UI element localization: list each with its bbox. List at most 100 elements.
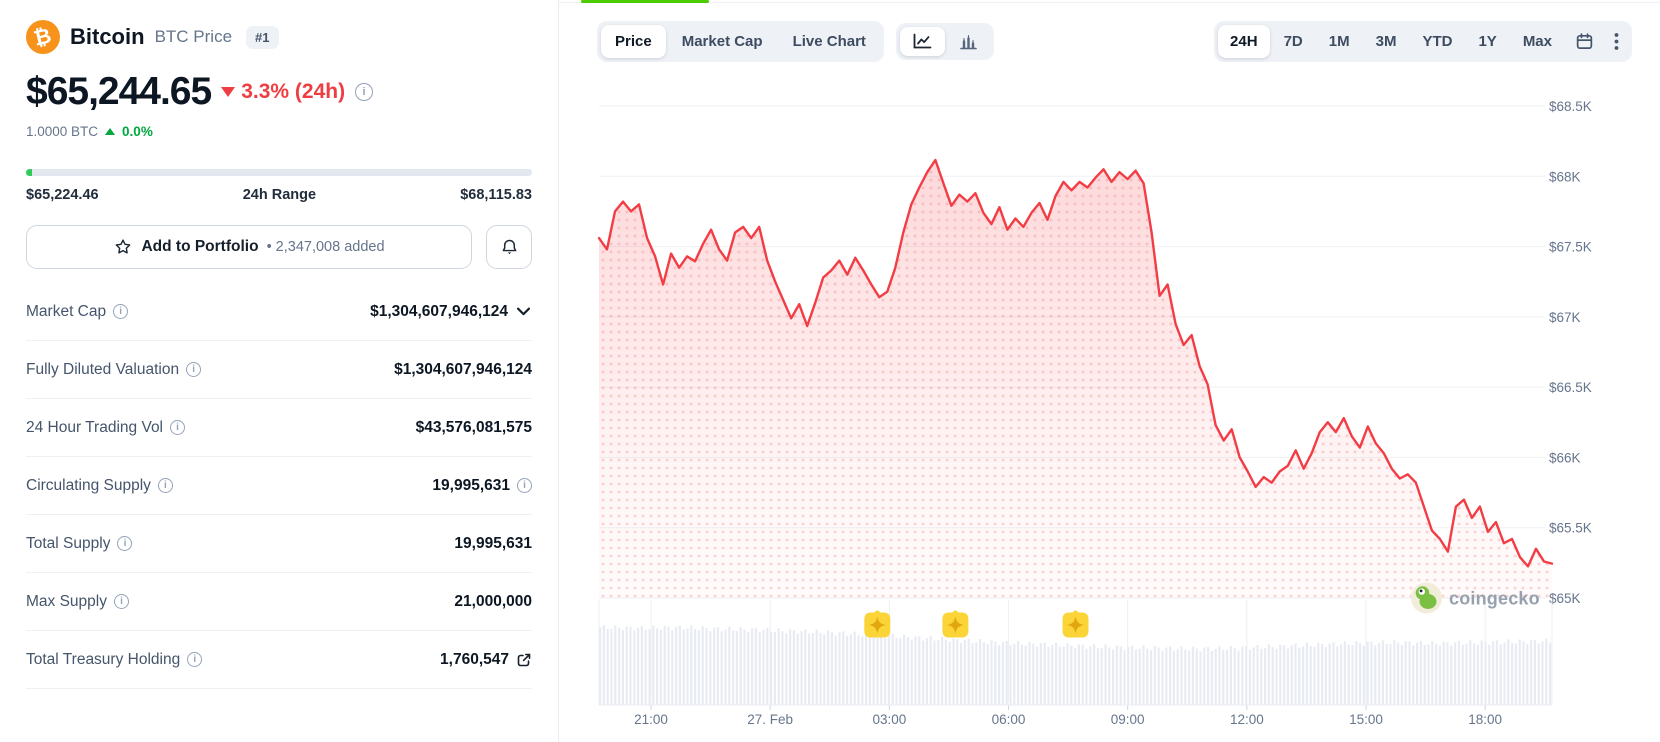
stat-value: $43,576,081,575: [415, 418, 532, 436]
sparkle-badge-icon[interactable]: [864, 610, 891, 638]
range-bar-fill: [26, 169, 32, 176]
range-max[interactable]: Max: [1511, 25, 1564, 58]
stat-value: 21,000,000: [454, 592, 532, 610]
stat-value: $1,304,607,946,124: [394, 360, 532, 378]
y-axis-label: $66.5K: [1549, 380, 1592, 395]
btc-unit-row: 1.0000 BTC 0.0%: [26, 124, 532, 139]
sparkle-badge-icon[interactable]: [1062, 610, 1089, 638]
chart-panel: $68.5K $68K $67.5K $67K $66.5K $66K $65.5K $65K…: [559, 0, 1660, 742]
stat-value: 19,995,631: [454, 534, 532, 552]
y-axis-label: $68K: [1549, 169, 1581, 184]
range-label: 24h Range: [242, 187, 317, 203]
coin-ticker-label: BTC Price: [154, 27, 233, 46]
coingecko-watermark: coingecko: [1411, 582, 1540, 614]
x-axis-label: 21:00: [634, 712, 668, 727]
stat-row-circulating-supply: Circulating Supply 19,995,631: [26, 457, 532, 515]
chart-type-toggle-group: [895, 23, 994, 60]
stat-row-market-cap: Market Cap $1,304,607,946,124: [26, 283, 532, 341]
x-axis-label: 27. Feb: [747, 712, 793, 727]
price-chart[interactable]: $68.5K $68K $67.5K $67K $66.5K $66K $65.5K $65K…: [559, 0, 1660, 742]
y-axis-label: $66K: [1549, 450, 1581, 465]
price-alert-bell-button[interactable]: [486, 225, 532, 269]
stat-label: Fully Diluted Valuation: [26, 361, 202, 379]
chevron-down-icon[interactable]: [515, 305, 532, 318]
panel-divider: [558, 0, 559, 742]
rank-badge: #1: [246, 25, 279, 49]
price-info-icon[interactable]: [355, 83, 374, 101]
line-chart-toggle[interactable]: [899, 27, 945, 56]
btc-unit-change: 0.0%: [122, 124, 153, 139]
chart-tab-group: Price Market Cap Live Chart: [597, 21, 884, 62]
volume-bars: [599, 625, 1552, 705]
current-price: $65,244.65: [26, 70, 212, 113]
info-icon[interactable]: [186, 362, 202, 377]
chart-toolbar: Price Market Cap Live Chart 24H 7D 1M 3M YTD 1Y…: [597, 21, 1632, 62]
triangle-down-icon: [221, 87, 236, 97]
range-24h[interactable]: 24H: [1218, 25, 1270, 58]
stat-value: 1,760,547: [440, 651, 532, 669]
x-axis-label: 09:00: [1111, 712, 1145, 727]
stat-row-max-supply: Max Supply 21,000,000: [26, 573, 532, 631]
x-axis-label: 12:00: [1230, 712, 1264, 727]
range-1y[interactable]: 1Y: [1466, 25, 1508, 58]
info-icon[interactable]: [113, 304, 129, 319]
info-icon[interactable]: [170, 420, 186, 435]
info-icon[interactable]: [187, 652, 203, 667]
calendar-button[interactable]: [1566, 25, 1603, 58]
x-axis-label: 18:00: [1468, 712, 1502, 727]
y-axis-label: $67K: [1549, 310, 1581, 325]
stat-label: Circulating Supply: [26, 477, 173, 495]
bar-chart-icon: [960, 34, 977, 50]
range-1m[interactable]: 1M: [1317, 25, 1362, 58]
active-page-tab-indicator: [581, 0, 709, 3]
price-change: 3.3% (24h): [221, 80, 345, 104]
calendar-icon: [1576, 33, 1593, 50]
stat-label: Max Supply: [26, 593, 129, 611]
stat-value: 19,995,631: [432, 477, 532, 495]
y-axis-label: $65K: [1549, 591, 1581, 606]
tab-market-cap[interactable]: Market Cap: [668, 25, 777, 58]
triangle-up-icon: [105, 128, 116, 135]
stat-label: 24 Hour Trading Vol: [26, 419, 186, 437]
info-icon[interactable]: [113, 594, 129, 609]
time-range-group: 24H 7D 1M 3M YTD 1Y Max: [1214, 21, 1632, 62]
x-axis-label: 15:00: [1349, 712, 1383, 727]
tab-bar-border: [559, 2, 1660, 3]
y-axis-label: $67.5K: [1549, 240, 1592, 255]
coin-name: Bitcoin: [70, 24, 145, 49]
stat-label: Total Treasury Holding: [26, 651, 203, 669]
y-axis-label: $65.5K: [1549, 521, 1592, 536]
portfolio-added-count: • 2,347,008 added: [266, 239, 385, 255]
range-low: $65,224.46: [26, 187, 99, 203]
range-3m[interactable]: 3M: [1364, 25, 1409, 58]
range-7d[interactable]: 7D: [1272, 25, 1315, 58]
tab-price[interactable]: Price: [601, 25, 666, 58]
price-row: $65,244.65 3.3% (24h): [26, 70, 532, 114]
add-to-portfolio-button[interactable]: Add to Portfolio • 2,347,008 added: [26, 225, 472, 269]
info-icon[interactable]: [117, 536, 133, 551]
price-line: [597, 158, 1554, 568]
y-axis-label: $68.5K: [1549, 99, 1592, 114]
range-ytd[interactable]: YTD: [1410, 25, 1464, 58]
stat-row-total-treasury-holding: Total Treasury Holding 1,760,547: [26, 631, 532, 689]
bell-icon: [502, 239, 516, 254]
bar-chart-toggle[interactable]: [947, 27, 990, 56]
tab-live-chart[interactable]: Live Chart: [779, 25, 880, 58]
price-change-text: 3.3% (24h): [241, 80, 346, 103]
range-bar: [26, 169, 532, 176]
line-chart-icon: [913, 33, 932, 49]
coin-header: ₿ Bitcoin BTC Price #1: [26, 20, 532, 54]
external-link-icon[interactable]: [516, 652, 532, 668]
portfolio-button-label: Add to Portfolio: [141, 238, 259, 255]
bitcoin-logo-icon: ₿: [26, 20, 60, 54]
info-icon[interactable]: [157, 478, 173, 493]
more-options-button[interactable]: [1605, 25, 1628, 58]
info-icon[interactable]: [517, 478, 532, 493]
x-axis-label: 03:00: [872, 712, 906, 727]
price-area-dots: [599, 160, 1552, 598]
sparkle-badge-icon[interactable]: [942, 610, 969, 638]
stat-label: Market Cap: [26, 303, 129, 321]
star-icon: [116, 239, 131, 254]
